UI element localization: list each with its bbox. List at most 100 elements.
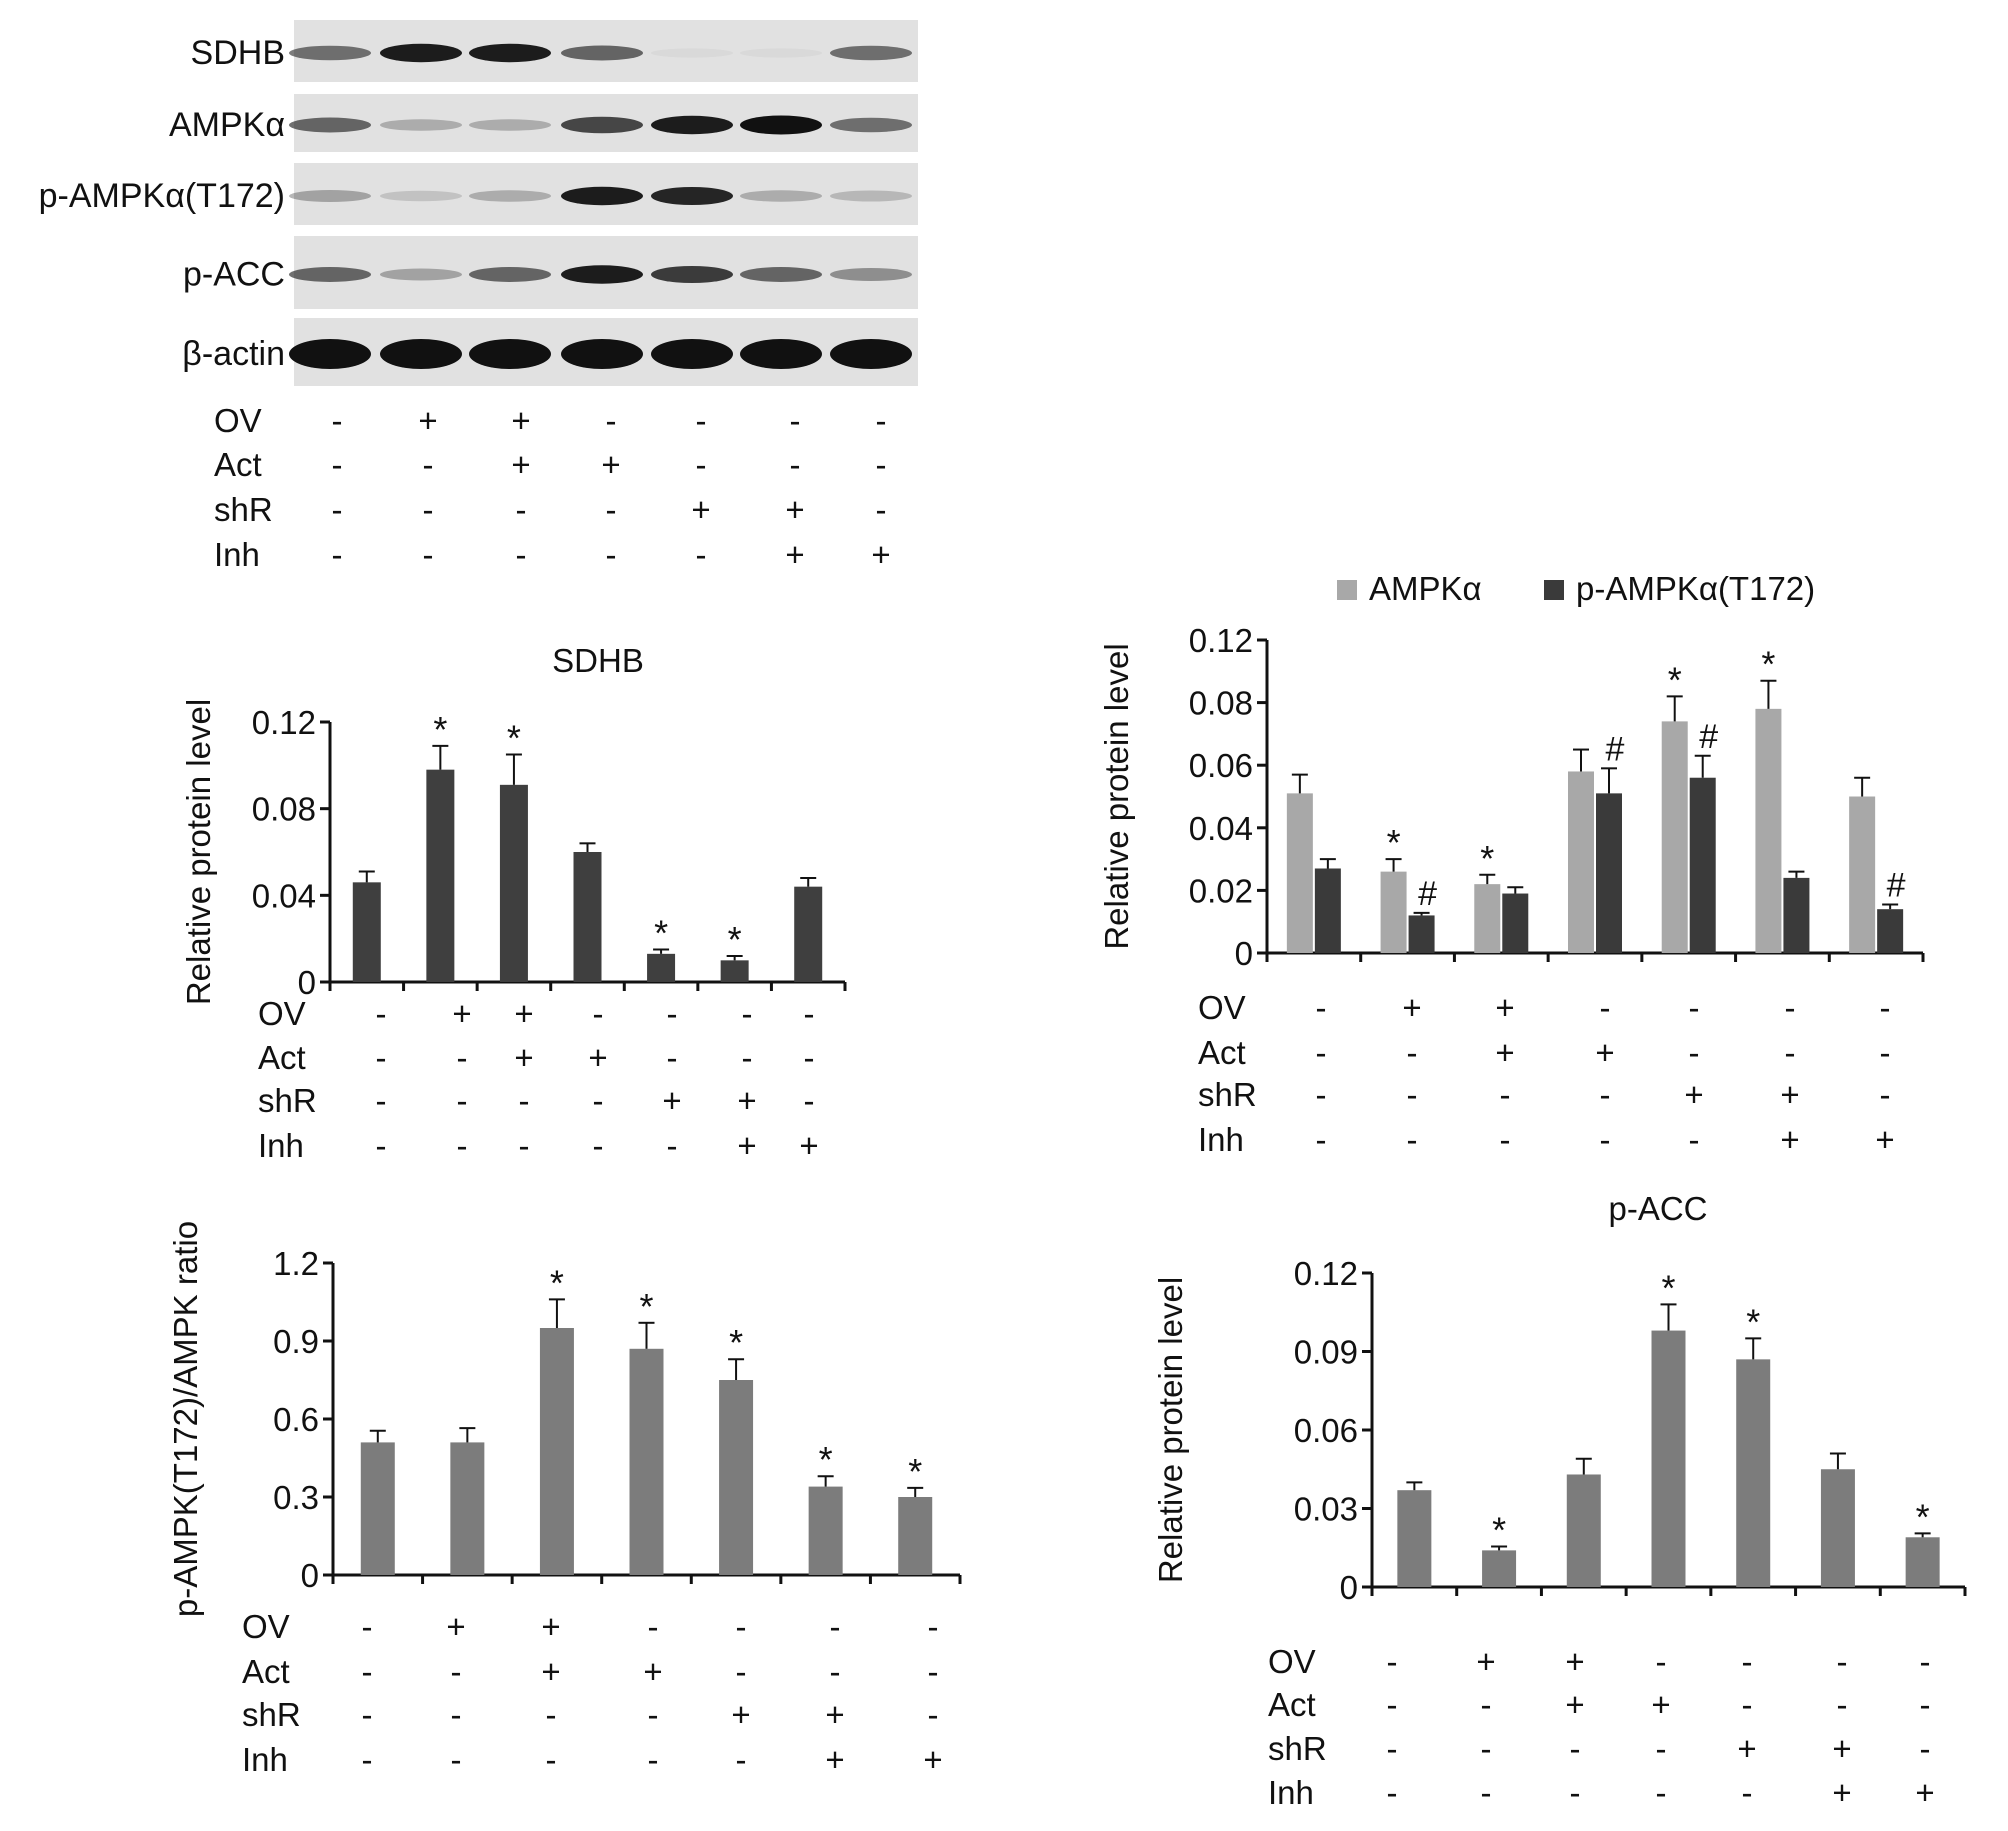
condition-label: OV [1268, 1643, 1316, 1680]
condition-value: - [876, 402, 887, 439]
condition-value: + [871, 536, 890, 573]
condition-value: + [1495, 989, 1514, 1026]
y-tick-label: 0.06 [1294, 1412, 1358, 1449]
condition-value: + [1495, 1034, 1514, 1071]
blot-band [561, 186, 643, 206]
blot-band [740, 190, 822, 202]
condition-value: + [737, 1127, 756, 1164]
condition-value: - [1920, 1730, 1931, 1767]
legend-label: AMPKα [1369, 570, 1482, 607]
condition-value: - [648, 1696, 659, 1733]
y-tick-label: 0 [1235, 935, 1253, 972]
condition-label: Act [242, 1653, 290, 1690]
legend-label: p-AMPKα(T172) [1576, 570, 1815, 607]
y-tick-label: 1.2 [273, 1245, 319, 1282]
bar [1482, 1550, 1517, 1587]
significance-mark: # [1887, 866, 1906, 904]
condition-value: - [1920, 1686, 1931, 1723]
condition-value: + [1476, 1643, 1495, 1680]
condition-value: - [362, 1653, 373, 1690]
significance-mark: * [550, 1262, 564, 1303]
condition-value: + [1595, 1034, 1614, 1071]
condition-value: + [541, 1653, 560, 1690]
condition-value: + [785, 536, 804, 573]
blot-band [561, 339, 643, 369]
condition-value: - [1837, 1643, 1848, 1680]
blot-band [561, 116, 643, 134]
y-axis-label: p-AMPK(T172)/AMPK ratio [167, 1221, 204, 1617]
condition-value: - [457, 1082, 468, 1119]
bar [1783, 877, 1810, 953]
y-tick-label: 0 [1340, 1569, 1358, 1606]
bar [1849, 796, 1876, 953]
significance-mark: * [1387, 822, 1401, 863]
condition-value: - [1600, 1076, 1611, 1113]
significance-mark: * [908, 1451, 922, 1492]
bar [794, 886, 823, 982]
blot-band [651, 115, 733, 135]
blot-row-label: SDHB [191, 34, 285, 72]
condition-value: + [452, 995, 471, 1032]
blot-band [830, 117, 912, 133]
condition-label: OV [1198, 989, 1246, 1026]
condition-label: shR [258, 1082, 317, 1119]
condition-value: - [1689, 1121, 1700, 1158]
legend-swatch [1337, 580, 1357, 600]
condition-value: - [876, 491, 887, 528]
blot-band [380, 43, 462, 63]
condition-value: - [606, 402, 617, 439]
condition-value: - [648, 1741, 659, 1778]
y-tick-label: 0.09 [1294, 1334, 1358, 1371]
bar [352, 882, 381, 982]
y-tick-label: 0 [301, 1557, 319, 1594]
western-blot: SDHB AMPKα p-AMPKα(T172) p-ACC β-actin [39, 20, 918, 386]
condition-value: - [742, 1039, 753, 1076]
bar [450, 1442, 485, 1575]
condition-value: + [1875, 1121, 1894, 1158]
condition-value: - [362, 1608, 373, 1645]
bar [1905, 1537, 1940, 1587]
blot-band [740, 339, 822, 369]
condition-value: + [1651, 1686, 1670, 1723]
y-tick-label: 0.04 [252, 877, 316, 914]
condition-value: - [1689, 1034, 1700, 1071]
condition-value: + [511, 446, 530, 483]
bar [808, 1486, 843, 1575]
condition-value: - [451, 1653, 462, 1690]
blot-condition-table: OV - + + - - - - Act - - + + - - - shR - - - - + + - Inh - - - - - + + [214, 402, 891, 573]
significance-mark: * [728, 919, 742, 960]
condition-value: - [593, 995, 604, 1032]
condition-label: Inh [214, 536, 260, 573]
y-tick-label: 0 [298, 964, 316, 1001]
condition-value: - [830, 1608, 841, 1645]
condition-value: + [785, 491, 804, 528]
condition-value: + [799, 1127, 818, 1164]
condition-label: shR [1268, 1730, 1327, 1767]
bar [1397, 1490, 1432, 1587]
condition-value: - [376, 1082, 387, 1119]
condition-value: - [457, 1127, 468, 1164]
condition-value: - [519, 1082, 530, 1119]
significance-mark: * [654, 913, 668, 954]
condition-value: - [1387, 1730, 1398, 1767]
y-tick-label: 0.3 [273, 1479, 319, 1516]
condition-value: - [736, 1653, 747, 1690]
condition-value: - [1742, 1643, 1753, 1680]
condition-value: - [648, 1608, 659, 1645]
condition-value: - [1920, 1643, 1931, 1680]
condition-value: - [1481, 1686, 1492, 1723]
condition-value: + [588, 1039, 607, 1076]
condition-value: - [1742, 1686, 1753, 1723]
condition-value: - [696, 536, 707, 573]
significance-mark: * [1916, 1496, 1930, 1537]
blot-band [380, 119, 462, 131]
blot-row-label: p-AMPKα(T172) [39, 177, 285, 215]
condition-value: + [825, 1696, 844, 1733]
blot-band [651, 187, 733, 205]
condition-value: - [1316, 989, 1327, 1026]
condition-value: - [696, 402, 707, 439]
bar [1596, 793, 1622, 953]
condition-value: - [1837, 1686, 1848, 1723]
condition-value: - [1742, 1774, 1753, 1811]
condition-label: Act [258, 1039, 306, 1076]
